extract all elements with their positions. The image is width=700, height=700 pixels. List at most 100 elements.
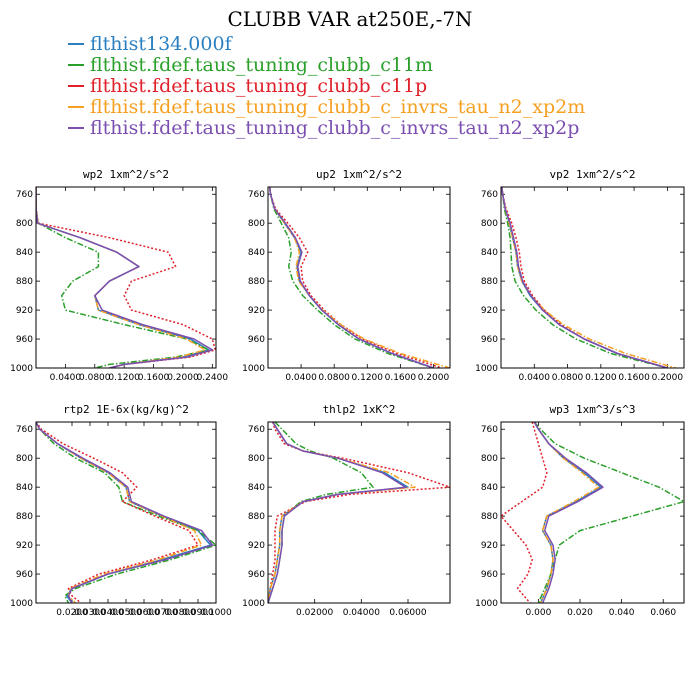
x-tick-label: 0.020	[567, 608, 593, 618]
legend-entry: flthist.fdef.taus_tuning_clubb_c11m	[68, 54, 433, 76]
legend: flthist134.000fflthist.fdef.taus_tuning_…	[68, 33, 585, 139]
panels: wp2 1xm^2/s^2 760 800 840 880 920 960 1000 0.040…	[10, 168, 685, 618]
panel: vp2 1xm^2/s^2 760 800 840 880 920 960 1000 0.040…	[475, 168, 685, 383]
series-group	[268, 187, 450, 368]
series-line-purple	[268, 422, 407, 603]
x-tick-label: 0.040	[609, 608, 635, 618]
x-tick-label: 0.0500	[110, 608, 142, 618]
y-tick-label: 840	[248, 483, 265, 493]
y-tick-label: 880	[481, 512, 498, 522]
x-tick-label: 0.0800	[164, 608, 196, 618]
series-line-blue	[36, 187, 210, 368]
series-line-red	[501, 422, 548, 603]
x-tick-label: 0.1600	[138, 373, 170, 383]
y-tick-label: 960	[16, 335, 33, 345]
y-tick-label: 760	[16, 190, 33, 200]
x-tick-label: 0.0700	[146, 608, 178, 618]
series-line-green	[36, 422, 216, 603]
y-tick-label: 1000	[242, 599, 265, 609]
panel: up2 1xm^2/s^2 760 800 840 880 920 960 1000 0.040…	[242, 168, 451, 383]
series-line-red	[36, 422, 199, 603]
x-tick-label: 0.0400	[92, 608, 124, 618]
y-tick-label: 760	[481, 425, 498, 435]
y-tick-label: 880	[16, 512, 33, 522]
x-tick-label: 0.0900	[182, 608, 214, 618]
y-tick-label: 960	[248, 570, 265, 580]
y-tick-label: 880	[481, 277, 498, 287]
panel-title: wp3 1xm^3/s^3	[549, 403, 635, 416]
x-tick-label: 0.1000	[200, 608, 232, 618]
y-tick-label: 920	[16, 541, 33, 551]
x-tick-label: 0.0400	[50, 373, 82, 383]
x-tick-label: 0.1600	[385, 373, 417, 383]
y-tick-label: 840	[481, 483, 498, 493]
x-tick-label: 0.04000	[343, 608, 380, 618]
y-tick-label: 920	[248, 306, 265, 316]
panel: wp3 1xm^3/s^3 760 800 840 880 920 960 1000 0.000…	[475, 403, 685, 618]
y-tick-label: 800	[481, 219, 498, 229]
series-group	[268, 422, 450, 603]
y-tick-label: 920	[481, 306, 498, 316]
series-group	[36, 187, 216, 368]
series-line-purple	[36, 187, 214, 368]
y-tick-label: 840	[16, 483, 33, 493]
y-tick-label: 760	[248, 425, 265, 435]
x-tick-label: 0.000	[526, 608, 552, 618]
panel: wp2 1xm^2/s^2 760 800 840 880 920 960 1000 0.040…	[10, 168, 228, 383]
panel-title: rtp2 1E-6x(kg/kg)^2	[63, 403, 189, 416]
y-tick-label: 960	[481, 335, 498, 345]
series-line-red	[268, 187, 442, 368]
series-line-green	[533, 422, 684, 603]
x-tick-label: 0.0300	[74, 608, 106, 618]
series-line-green	[501, 187, 668, 368]
series-line-purple	[36, 422, 214, 603]
x-tick-label: 0.0400	[285, 373, 317, 383]
y-tick-label: 920	[481, 541, 498, 551]
y-tick-label: 840	[481, 248, 498, 258]
series-line-purple	[533, 422, 604, 603]
y-tick-label: 920	[16, 306, 33, 316]
series-group	[36, 422, 216, 603]
series-line-red	[268, 422, 450, 603]
x-tick-label: 0.1200	[352, 373, 384, 383]
x-tick-label: 0.0200	[56, 608, 88, 618]
series-line-orange	[533, 422, 600, 603]
legend-entry: flthist134.000f	[68, 33, 234, 55]
series-line-purple	[501, 187, 668, 368]
y-tick-label: 760	[16, 425, 33, 435]
legend-entry: flthist.fdef.taus_tuning_clubb_c11p	[68, 75, 427, 97]
y-tick-label: 840	[16, 248, 33, 258]
legend-label: flthist.fdef.taus_tuning_clubb_c_invrs_t…	[90, 117, 579, 139]
y-tick-label: 960	[16, 570, 33, 580]
x-tick-label: 0.0800	[79, 373, 111, 383]
x-tick-label: 0.02000	[296, 608, 333, 618]
y-tick-label: 760	[481, 190, 498, 200]
series-line-blue	[501, 187, 668, 368]
x-tick-label: 0.2000	[652, 373, 684, 383]
legend-label: flthist.fdef.taus_tuning_clubb_c11m	[90, 54, 433, 76]
panel-frame	[500, 421, 685, 604]
panel-title: vp2 1xm^2/s^2	[549, 168, 635, 181]
y-tick-label: 800	[481, 454, 498, 464]
series-line-green	[268, 422, 374, 603]
panel-title: up2 1xm^2/s^2	[316, 168, 402, 181]
y-tick-label: 800	[16, 454, 33, 464]
x-tick-label: 0.2000	[418, 373, 450, 383]
y-tick-label: 960	[248, 335, 265, 345]
y-tick-label: 840	[248, 248, 265, 258]
x-tick-label: 0.0800	[552, 373, 584, 383]
panel: rtp2 1E-6x(kg/kg)^2 760 800 840 880 920 960 100…	[10, 403, 232, 618]
x-tick-label: 0.0800	[318, 373, 350, 383]
panel-title: thlp2 1xK^2	[323, 403, 396, 416]
series-line-green	[268, 187, 434, 368]
series-line-orange	[36, 187, 206, 368]
x-tick-label: 0.1600	[618, 373, 650, 383]
y-tick-label: 880	[248, 512, 265, 522]
panel-frame	[35, 186, 217, 369]
x-tick-label: 0.0600	[128, 608, 160, 618]
series-line-green	[36, 187, 210, 368]
x-tick-label: 0.2000	[167, 373, 199, 383]
x-tick-label: 0.1200	[585, 373, 617, 383]
legend-entry: flthist.fdef.taus_tuning_clubb_c_invrs_t…	[68, 117, 579, 139]
y-tick-label: 800	[248, 454, 265, 464]
